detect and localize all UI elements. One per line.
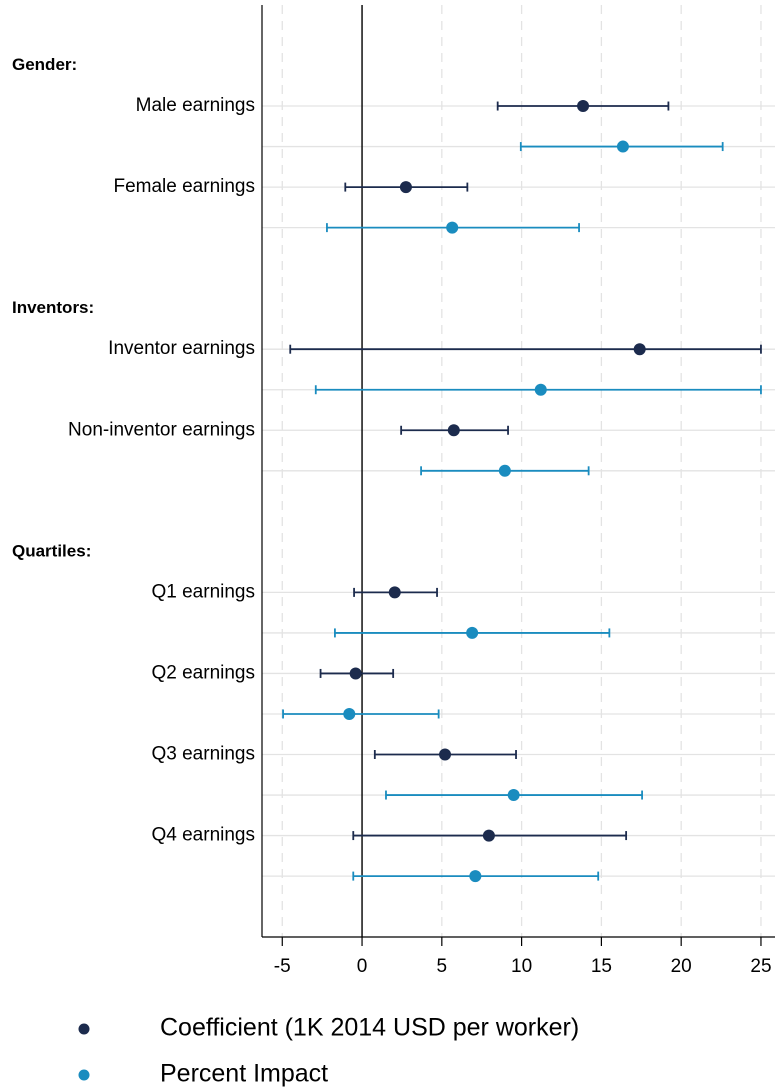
- point: [439, 748, 452, 761]
- point: [616, 140, 629, 153]
- y-tick-label: Non-inventor earnings: [68, 419, 255, 440]
- x-tick-label: 5: [437, 956, 448, 977]
- point: [447, 424, 460, 437]
- x-tick-label: -5: [274, 956, 291, 977]
- point: [399, 181, 412, 194]
- point: [343, 707, 356, 720]
- point: [349, 667, 362, 680]
- y-tick-label: Q2 earnings: [151, 662, 255, 683]
- point: [482, 829, 495, 842]
- point: [507, 789, 520, 802]
- point: [466, 626, 479, 639]
- x-tick-label: 0: [357, 956, 368, 977]
- legend-label: Percent Impact: [160, 1060, 328, 1088]
- y-tick-label: Q3 earnings: [151, 744, 255, 765]
- group-title: Quartiles:: [12, 541, 91, 560]
- point: [446, 221, 459, 234]
- legend-marker: [78, 1069, 90, 1081]
- point: [534, 383, 547, 396]
- y-tick-label: Male earnings: [136, 95, 255, 116]
- group-title: Inventors:: [12, 298, 94, 317]
- point: [577, 100, 590, 113]
- y-tick-label: Inventor earnings: [108, 338, 255, 359]
- point: [388, 586, 401, 599]
- x-tick-label: 25: [750, 956, 771, 977]
- legend-marker: [78, 1023, 90, 1035]
- point: [633, 343, 646, 356]
- point: [469, 870, 482, 883]
- x-tick-label: 10: [511, 956, 532, 977]
- legend-label: Coefficient (1K 2014 USD per worker): [160, 1014, 579, 1042]
- x-tick-label: 20: [671, 956, 692, 977]
- y-tick-label: Q1 earnings: [151, 581, 255, 602]
- point: [498, 464, 511, 477]
- group-title: Gender:: [12, 55, 77, 74]
- x-tick-label: 15: [591, 956, 612, 977]
- y-tick-label: Female earnings: [113, 176, 255, 197]
- y-tick-label: Q4 earnings: [151, 825, 255, 846]
